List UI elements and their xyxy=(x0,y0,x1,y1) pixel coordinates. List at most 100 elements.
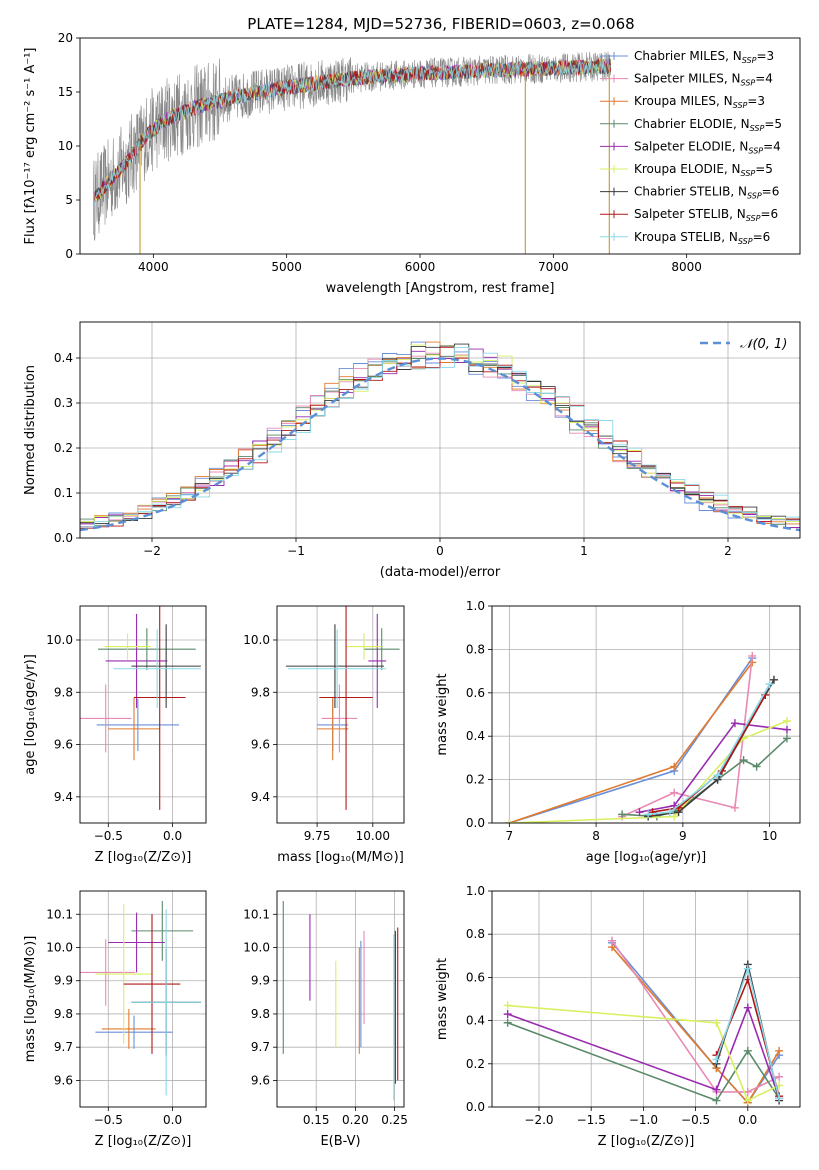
spectrum-axes: 4000 5000 6000 7000 8000 0 5 10 15 20 wavelength [… xyxy=(23,31,801,296)
y-tick-label: 0.6 xyxy=(466,970,485,984)
series-point xyxy=(739,756,748,765)
age_vs_Z-axes: −0.5 0.0 9.4 9.6 9.8 10.0 Z [log₁₀(Z/Z⊙)] age [… xyxy=(23,605,207,865)
legend: Chabrier MILES, NSSP=3 Salpeter MILES, NS… xyxy=(600,49,782,246)
legend-tail: =3 xyxy=(756,49,774,63)
y-tick-label: 10.0 xyxy=(243,940,270,954)
series-point xyxy=(503,1010,512,1019)
series-point xyxy=(670,788,679,797)
legend-label: Chabrier STELIB, NSSP=6 xyxy=(634,185,779,201)
legend-sub: SSP xyxy=(750,124,765,133)
series-line xyxy=(648,683,771,816)
x-axis-label: Z [log₁₀(Z/Z⊙)] xyxy=(95,1134,192,1149)
plot-area xyxy=(80,341,800,532)
model-line xyxy=(94,59,612,206)
y-tick-label: 15 xyxy=(58,85,73,99)
series-line xyxy=(507,1005,780,1099)
series-point xyxy=(743,964,752,973)
x-tick-label: 0.15 xyxy=(303,1113,330,1127)
figure-title: PLATE=1284, MJD=52736, FIBERID=0603, z=0… xyxy=(247,15,634,33)
x-tick-label: −0.5 xyxy=(94,1113,123,1127)
plot-area xyxy=(505,651,791,823)
series-point xyxy=(730,719,739,728)
series-line xyxy=(509,661,753,823)
y-tick-label: 0.0 xyxy=(466,1100,485,1114)
x-tick-label: 8000 xyxy=(671,260,702,274)
y-tick-label: 1.0 xyxy=(466,599,485,613)
x-tick-label: 0.20 xyxy=(342,1113,369,1127)
series-line xyxy=(611,946,780,1105)
age_vs_mass-axes: 9.75 10.00 9.4 9.6 9.8 10.0 mass [log₁₀(M/M⊙)] xyxy=(243,605,405,865)
series-point xyxy=(670,812,679,821)
legend-sub: SSP xyxy=(741,79,756,88)
series-point xyxy=(503,1001,512,1010)
legend-tail: =6 xyxy=(760,207,778,221)
series-point xyxy=(670,762,679,771)
y-tick-label: 10.0 xyxy=(46,940,73,954)
x-tick-label: −1.5 xyxy=(577,1113,606,1127)
series-point xyxy=(782,725,791,734)
legend-sub: SSP xyxy=(738,237,753,246)
series-point xyxy=(775,1094,784,1103)
y-axis-label: Normed distribution xyxy=(23,365,38,495)
legend-sub: SSP xyxy=(748,146,763,155)
y-tick-label: 0.2 xyxy=(466,1057,485,1071)
series-point xyxy=(635,808,644,817)
series-point xyxy=(503,1018,512,1027)
x-tick-label: 7000 xyxy=(538,260,569,274)
y-tick-label: 0.4 xyxy=(466,1014,485,1028)
x-tick-label: −0.5 xyxy=(94,829,123,843)
y-tick-label: 0.0 xyxy=(54,531,73,545)
x-axis-label: E(B-V) xyxy=(320,1134,360,1149)
y-tick-label: 0.8 xyxy=(466,927,485,941)
y-tick-label: 0.8 xyxy=(466,642,485,656)
series-line xyxy=(509,657,753,823)
plot-area xyxy=(93,51,612,254)
y-tick-label: 0.1 xyxy=(54,486,73,500)
y-tick-label: 20 xyxy=(58,31,73,45)
y-tick-label: 9.7 xyxy=(54,1040,73,1054)
x-tick-label: 6000 xyxy=(405,260,436,274)
legend-sub: SSP xyxy=(747,192,762,201)
y-tick-label: 9.4 xyxy=(54,790,73,804)
normal-curve xyxy=(80,357,800,532)
axes-frame xyxy=(491,605,801,824)
y-tick-label: 1.0 xyxy=(466,884,485,898)
x-tick-label: 9 xyxy=(679,829,687,843)
y-tick-label: 0.4 xyxy=(54,351,73,365)
series-point xyxy=(644,810,653,819)
axes-frame xyxy=(276,890,405,1108)
y-tick-label: 0.0 xyxy=(466,816,485,830)
series-point xyxy=(743,1046,752,1055)
series-point xyxy=(648,808,657,817)
series-point xyxy=(665,808,674,817)
y-tick-label: 10.1 xyxy=(46,907,73,921)
legend-sub: SSP xyxy=(746,214,761,223)
x-tick-label: 0.25 xyxy=(381,1113,408,1127)
x-axis-label: wavelength [Angstrom, rest frame] xyxy=(326,281,555,296)
legend-tail: =3 xyxy=(747,94,765,108)
x-tick-label: 0.0 xyxy=(738,1113,757,1127)
series-point xyxy=(782,717,791,726)
x-axis-label: age [log₁₀(age/yr)] xyxy=(586,850,707,865)
legend-label: Kroupa STELIB, NSSP=6 xyxy=(634,230,770,246)
y-axis-label: mass weight xyxy=(435,958,450,1040)
legend-tail: =5 xyxy=(755,162,773,176)
y-tick-label: 10 xyxy=(58,139,73,153)
series-point xyxy=(748,651,757,660)
series-point xyxy=(712,1018,721,1027)
plot-area xyxy=(282,900,399,1101)
series-point xyxy=(618,810,627,819)
x-tick-label: 0 xyxy=(436,544,444,558)
legend-label: Salpeter STELIB, NSSP=6 xyxy=(634,207,778,223)
y-tick-label: 10.0 xyxy=(46,633,73,647)
y-tick-label: 9.6 xyxy=(54,1073,73,1087)
series-point xyxy=(712,1055,721,1064)
series-line xyxy=(507,1004,780,1102)
series-point xyxy=(782,734,791,743)
x-tick-label: 0.0 xyxy=(163,1113,182,1127)
series-point xyxy=(713,771,722,780)
axes-frame xyxy=(79,605,207,824)
legend-tail: =4 xyxy=(755,72,773,86)
legend-label: Kroupa ELODIE, NSSP=5 xyxy=(634,162,773,178)
